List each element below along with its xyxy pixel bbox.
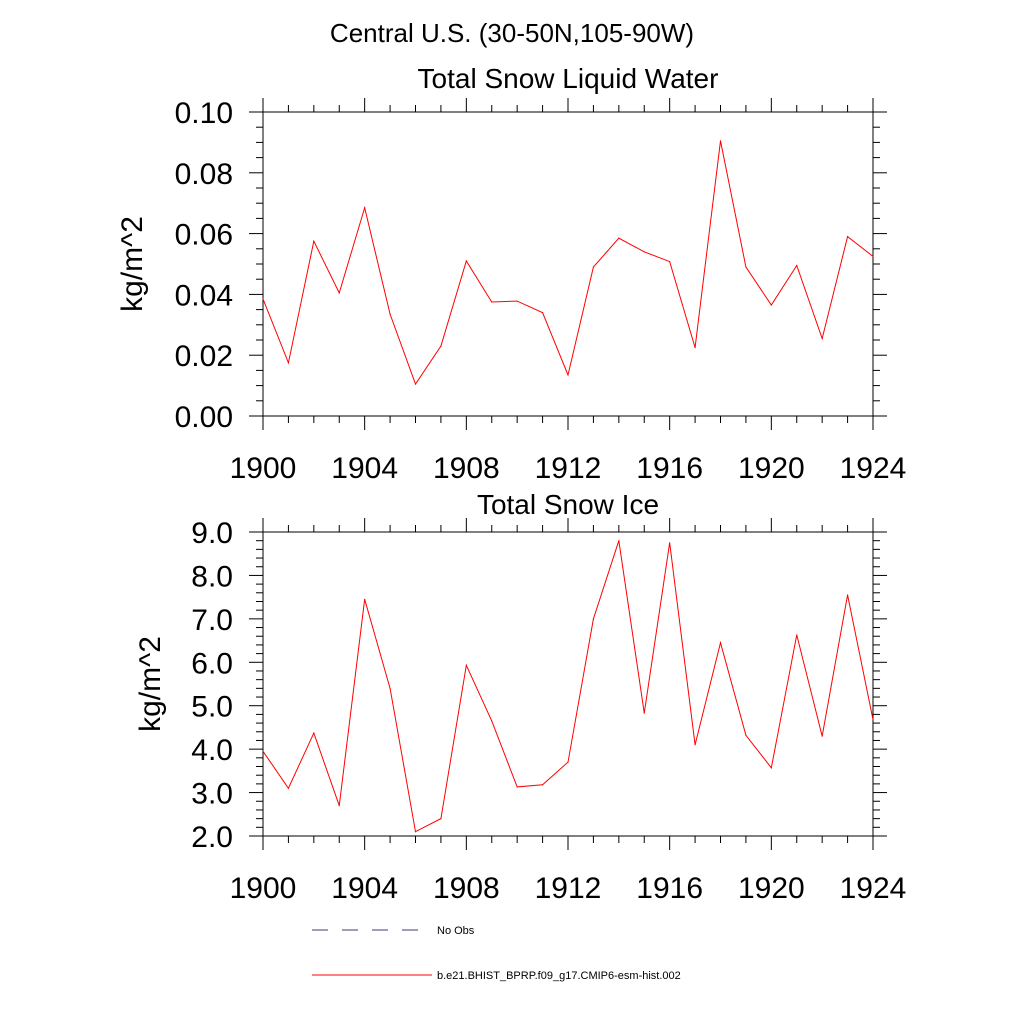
- data-point: [643, 251, 645, 253]
- x-tick-label: 1900: [230, 872, 297, 905]
- data-point: [262, 298, 264, 300]
- y-axis-label: kg/m^2: [116, 216, 149, 312]
- x-tick-label: 1904: [331, 452, 398, 485]
- chart-panel-snow-liquid-water: Total Snow Liquid Water kg/m^2 1900 1904 190…: [116, 63, 906, 485]
- data-point: [440, 345, 442, 347]
- data-point: [846, 594, 849, 596]
- data-point: [262, 750, 264, 752]
- data-point: [643, 712, 645, 714]
- data-point: [313, 240, 315, 242]
- data-point: [745, 734, 747, 736]
- chart-title: Total Snow Ice: [477, 489, 659, 520]
- x-tick-label: 1920: [738, 872, 805, 905]
- data-point: [287, 787, 290, 789]
- data-point: [313, 732, 315, 734]
- x-tick-label: 1912: [535, 452, 602, 485]
- y-tick-label: 6.0: [191, 647, 233, 680]
- y-tick-label: 5.0: [191, 691, 233, 724]
- series-line: [262, 540, 874, 833]
- data-point: [389, 687, 391, 689]
- data-point: [770, 767, 772, 769]
- y-tick-label: 0.06: [175, 219, 233, 252]
- data-point: [364, 207, 366, 209]
- data-point: [465, 260, 467, 262]
- data-point: [491, 720, 493, 722]
- series-line: [262, 140, 874, 386]
- data-point: [541, 784, 544, 786]
- data-point: [796, 634, 798, 636]
- y-tick-label: 4.0: [191, 734, 233, 767]
- data-point: [491, 301, 493, 303]
- data-point: [719, 140, 722, 142]
- y-tick-label: 0.08: [175, 158, 233, 191]
- data-point: [669, 542, 671, 544]
- x-tick-label: 1920: [738, 452, 805, 485]
- y-axis-label: kg/m^2: [134, 636, 167, 732]
- chart-panel-snow-ice: Total Snow Ice kg/m^2 1900 1904 1908 1912 1916…: [134, 489, 906, 905]
- data-point: [694, 744, 696, 746]
- data-point: [338, 292, 340, 294]
- data-point: [414, 383, 417, 385]
- chart-title: Total Snow Liquid Water: [418, 63, 719, 94]
- main-title: Central U.S. (30-50N,105-90W): [330, 18, 694, 48]
- data-point: [821, 337, 823, 340]
- data-point: [465, 664, 467, 666]
- x-tick-label: 1900: [230, 452, 297, 485]
- y-tick-label: 0.04: [175, 279, 233, 312]
- data-point: [516, 300, 518, 302]
- data-point: [618, 540, 620, 542]
- data-point: [516, 786, 518, 788]
- data-point: [694, 347, 696, 349]
- data-point: [592, 618, 595, 620]
- legend-label-no-obs: No Obs: [437, 925, 475, 937]
- x-tick-label: 1916: [636, 872, 703, 905]
- data-point: [389, 313, 391, 315]
- y-tick-label: 0.00: [175, 401, 233, 434]
- data-point: [872, 719, 874, 721]
- data-point: [770, 304, 772, 306]
- x-tick-label: 1924: [840, 872, 907, 905]
- data-point: [669, 260, 671, 263]
- y-tick-label: 3.0: [191, 778, 233, 811]
- data-point: [338, 805, 340, 807]
- data-point: [846, 236, 849, 238]
- y-tick-label: 8.0: [191, 560, 233, 593]
- y-tick-label: 0.02: [175, 340, 233, 373]
- x-tick-label: 1924: [840, 452, 907, 485]
- y-tick-label: 0.10: [175, 97, 233, 130]
- data-point: [567, 761, 569, 763]
- data-point: [287, 362, 290, 364]
- legend: No Obs b.e21.BHIST_BPRP.f09_g17.CMIP6-es…: [312, 925, 681, 982]
- data-point: [719, 642, 722, 644]
- y-tick-label: 9.0: [191, 517, 233, 550]
- data-point: [567, 374, 569, 376]
- data-point: [541, 312, 544, 314]
- x-tick-label: 1908: [433, 452, 500, 485]
- data-point: [414, 831, 417, 833]
- data-point: [618, 237, 620, 239]
- data-point: [364, 598, 366, 600]
- data-point: [821, 735, 823, 737]
- legend-label-model: b.e21.BHIST_BPRP.f09_g17.CMIP6-esm-hist.…: [437, 970, 681, 982]
- plot-frame: [262, 111, 874, 417]
- x-tick-label: 1908: [433, 872, 500, 905]
- y-tick-label: 2.0: [191, 821, 233, 854]
- data-point: [592, 266, 595, 268]
- data-point: [440, 818, 442, 820]
- x-tick-label: 1904: [331, 872, 398, 905]
- y-tick-label: 7.0: [191, 604, 233, 637]
- data-point: [872, 255, 874, 257]
- data-point: [796, 264, 798, 267]
- x-tick-label: 1912: [535, 872, 602, 905]
- x-tick-label: 1916: [636, 452, 703, 485]
- data-point: [745, 266, 747, 268]
